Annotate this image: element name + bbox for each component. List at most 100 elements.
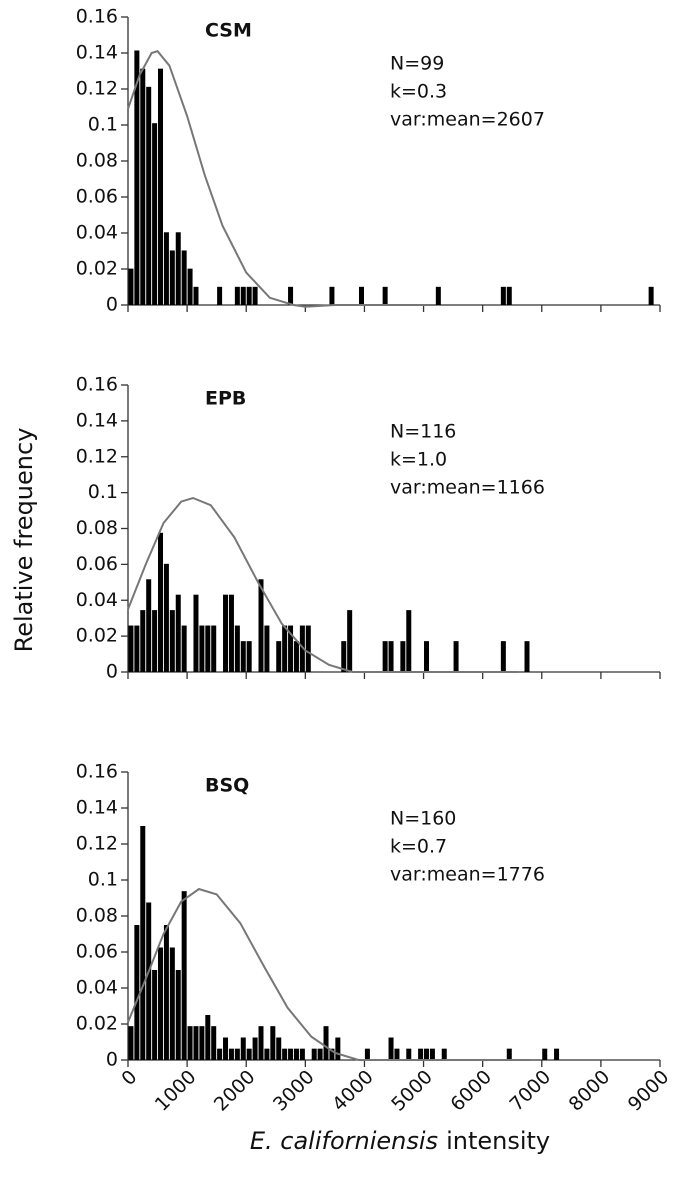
y-tick-label: 0 [106, 294, 118, 316]
bar [140, 826, 146, 1060]
y-tick-label: 0.08 [76, 517, 118, 539]
bar [317, 1048, 323, 1060]
bar [163, 925, 169, 1060]
y-tick-label: 0.16 [76, 374, 118, 396]
bar [158, 68, 164, 305]
bar [288, 625, 294, 672]
bar [554, 1048, 560, 1060]
bar [299, 1048, 305, 1060]
bar [358, 286, 364, 305]
bar [288, 1048, 294, 1060]
y-axis-label: Relative frequency [10, 428, 38, 653]
bar [305, 625, 311, 672]
bar [388, 641, 394, 672]
bar [246, 1048, 252, 1060]
bar [453, 641, 459, 672]
y-tick-label: 0.16 [76, 6, 118, 28]
bar [163, 232, 169, 305]
bar [181, 250, 187, 305]
bar [406, 1048, 412, 1060]
bar [228, 1048, 234, 1060]
annotation: var:mean=2607 [390, 109, 545, 131]
bar [211, 1026, 217, 1060]
bar [187, 1026, 193, 1060]
bar [187, 268, 193, 305]
x-axis-label-text: intensity [446, 1127, 550, 1155]
bar [158, 532, 164, 672]
bar [205, 1015, 211, 1060]
bar [140, 68, 146, 305]
panel-title: BSQ [205, 775, 249, 797]
bar [134, 925, 140, 1060]
bar [199, 1026, 205, 1060]
y-tick-label: 0.12 [76, 78, 118, 100]
y-tick-label: 0.04 [76, 589, 118, 611]
x-tick-label: 6000 [446, 1066, 496, 1116]
bar [282, 1048, 288, 1060]
bar [128, 268, 134, 305]
y-tick-label: 0 [106, 1049, 118, 1071]
bar [146, 902, 152, 1060]
y-tick-label: 0.04 [76, 222, 118, 244]
bar [146, 579, 152, 672]
bar [264, 625, 270, 672]
bar [175, 232, 181, 305]
fitted-curve [127, 496, 519, 673]
panel-title: EPB [205, 388, 246, 410]
y-tick-label: 0.14 [76, 409, 118, 431]
fitted-curve [127, 50, 436, 308]
bar [134, 625, 140, 672]
bar [270, 1026, 276, 1060]
bar [128, 1026, 134, 1060]
fitted-curve [127, 887, 530, 1061]
y-tick-label: 0.14 [76, 797, 118, 819]
y-tick-label: 0.06 [76, 941, 118, 963]
bar [500, 641, 506, 672]
x-tick-label: 4000 [328, 1066, 378, 1116]
x-tick-label: 3000 [269, 1066, 319, 1116]
x-tick-label: 9000 [624, 1066, 673, 1116]
bar [169, 610, 175, 672]
bar [223, 594, 229, 672]
y-tick-label: 0.12 [76, 833, 118, 855]
y-tick-label: 0.02 [76, 258, 118, 280]
bar [406, 610, 412, 672]
bar [329, 1048, 335, 1060]
bar [418, 1048, 424, 1060]
bar [252, 1037, 258, 1060]
bar [140, 610, 146, 672]
bar [506, 286, 512, 305]
x-tick-label: 0 [117, 1066, 141, 1090]
bar [152, 970, 158, 1060]
bar [128, 625, 134, 672]
bar [400, 641, 406, 672]
bar [329, 286, 335, 305]
bar [205, 625, 211, 672]
bar [276, 641, 282, 672]
y-tick-label: 0 [106, 661, 118, 683]
bar [288, 286, 294, 305]
bar [424, 641, 430, 672]
bar [542, 1048, 548, 1060]
y-tick-label: 0.1 [88, 481, 118, 503]
annotation: k=1.0 [390, 449, 447, 471]
bar [146, 86, 152, 305]
bar [163, 563, 169, 672]
bar [211, 625, 217, 672]
bar [441, 1048, 447, 1060]
bar [323, 1026, 329, 1060]
bar [424, 1048, 430, 1060]
x-tick-label: 2000 [210, 1066, 260, 1116]
annotation: N=160 [390, 808, 456, 830]
bar [193, 1026, 199, 1060]
x-axis-label-italic: E. californiensis [250, 1127, 438, 1155]
bar [234, 1048, 240, 1060]
y-tick-label: 0.08 [76, 905, 118, 927]
y-tick-label: 0.06 [76, 186, 118, 208]
bar [169, 947, 175, 1060]
x-tick-label: 1000 [151, 1066, 201, 1116]
y-tick-label: 0.08 [76, 150, 118, 172]
bar [394, 1048, 400, 1060]
